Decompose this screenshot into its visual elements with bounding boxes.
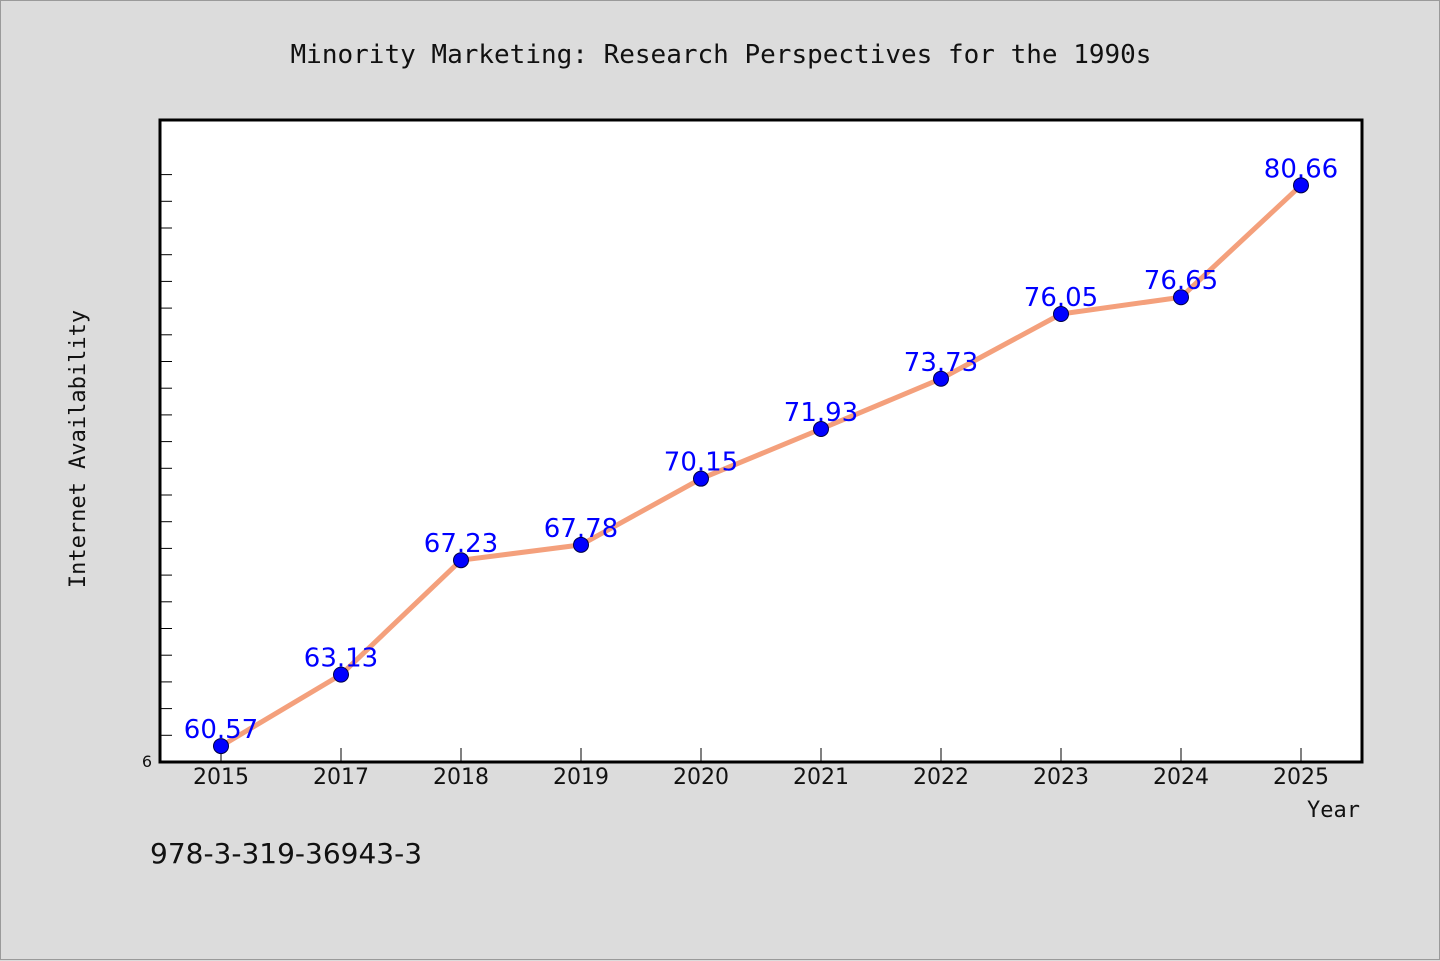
data-point (333, 666, 349, 683)
data-point (933, 370, 949, 387)
data-label: 60.57 (184, 715, 258, 745)
data-point (813, 420, 829, 437)
x-tick-label: 2018 (433, 765, 489, 790)
x-tick-label: 2020 (673, 765, 729, 790)
chart-title: Minority Marketing: Research Perspective… (291, 40, 1152, 70)
x-axis-ticks (220, 748, 1302, 762)
data-points (213, 177, 1309, 755)
data-label: 63.13 (304, 644, 378, 674)
data-point (573, 536, 589, 553)
data-label: 76.65 (1144, 266, 1218, 296)
x-tick-label: 2022 (913, 765, 969, 790)
x-tick-label: 2024 (1153, 765, 1209, 790)
x-tick-label: 2021 (793, 765, 849, 790)
data-label: 76.05 (1024, 283, 1098, 313)
data-label: 67.78 (544, 514, 618, 544)
data-point (693, 470, 709, 487)
data-labels: 60.57 63.13 67.23 67.78 70.15 71.93 73.73 76.05… (184, 154, 1338, 745)
data-point (213, 738, 229, 755)
x-tick-label: 2017 (313, 765, 369, 790)
x-tick-label: 2025 (1273, 765, 1329, 790)
y-axis-minor-ticks (160, 174, 172, 763)
data-label: 80.66 (1264, 154, 1338, 184)
data-point (1173, 289, 1189, 306)
y-axis-tick-label: 6 (142, 752, 152, 771)
isbn-footer: 978-3-319-36943-3 (150, 837, 422, 870)
data-label: 67.23 (424, 529, 498, 559)
x-axis-tick-labels: 2015 2017 2018 2019 2020 2021 2022 2023 2024 2025 (193, 765, 1329, 790)
x-tick-label: 2019 (553, 765, 609, 790)
y-axis-label: Internet Availability (66, 310, 91, 588)
data-label: 71.93 (784, 398, 858, 428)
x-axis-label: Year (1307, 798, 1360, 823)
x-tick-label: 2023 (1033, 765, 1089, 790)
x-tick-label: 2015 (193, 765, 249, 790)
data-label: 73.73 (904, 348, 978, 378)
series-line (218, 182, 1304, 749)
data-point (1293, 177, 1309, 194)
data-label: 70.15 (664, 448, 738, 478)
data-point (1053, 305, 1069, 322)
data-point (453, 552, 469, 569)
